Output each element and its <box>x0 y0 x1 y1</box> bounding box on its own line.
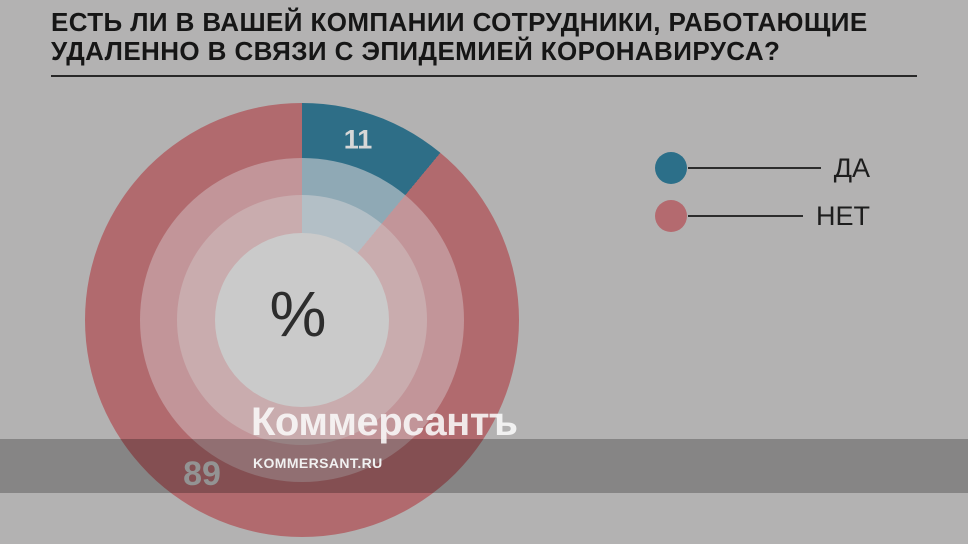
legend-connector-yes <box>688 167 821 169</box>
watermark-band <box>0 439 968 493</box>
segment-value-yes: 11 <box>343 124 373 155</box>
page-title: ЕСТЬ ЛИ В ВАШЕЙ КОМПАНИИ СОТРУДНИКИ, РАБ… <box>51 8 868 66</box>
title-divider <box>51 75 917 77</box>
legend-item-no: НЕТ <box>655 200 870 232</box>
legend-label-yes: ДА <box>833 152 870 183</box>
legend-item-yes: ДА <box>655 152 870 184</box>
donut-chart: % 11 89 <box>85 103 519 537</box>
legend-dot-yes <box>655 152 687 184</box>
kommersant-url: KOMMERSANT.RU <box>253 455 383 471</box>
kommersant-logo: Коммерсантъ <box>251 400 518 444</box>
percent-sign: % <box>269 278 327 350</box>
segment-value-no: 89 <box>183 455 221 493</box>
chart-legend: ДА НЕТ <box>655 152 870 232</box>
legend-dot-no <box>655 200 687 232</box>
legend-connector-no <box>688 215 803 217</box>
title-line-2: УДАЛЕННО В СВЯЗИ С ЭПИДЕМИЕЙ КОРОНАВИРУС… <box>51 36 781 66</box>
title-line-1: ЕСТЬ ЛИ В ВАШЕЙ КОМПАНИИ СОТРУДНИКИ, РАБ… <box>51 7 868 37</box>
legend-label-no: НЕТ <box>816 200 870 231</box>
donut-center: % <box>215 233 389 407</box>
